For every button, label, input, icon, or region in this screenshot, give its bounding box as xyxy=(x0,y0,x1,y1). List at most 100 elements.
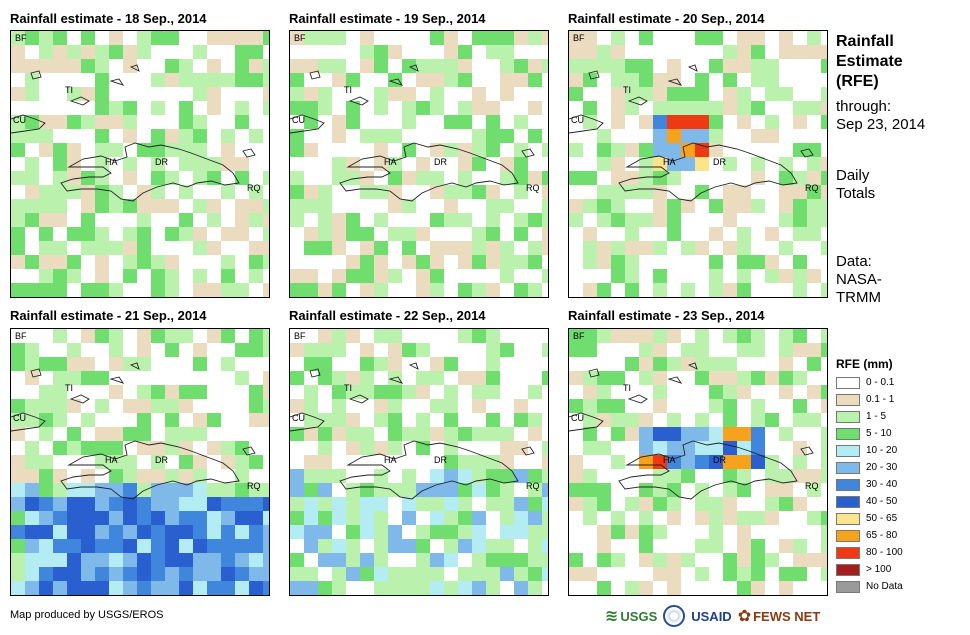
through-date: Sep 23, 2014 xyxy=(836,116,926,133)
legend-swatch xyxy=(836,445,860,457)
usaid-logo: USAID xyxy=(691,609,731,624)
legend-label: 1 - 5 xyxy=(866,411,887,422)
map-panel-23sep: BF TI CU HA DR RQ xyxy=(568,328,828,596)
map-label-cu: CU xyxy=(292,413,305,423)
legend-label: 10 - 20 xyxy=(866,445,898,456)
panel-title-22sep: Rainfall estimate - 22 Sep., 2014 xyxy=(289,308,486,323)
logos: ≋ USGS USAID ✿ FEWS NET xyxy=(605,602,820,630)
legend-label: 50 - 65 xyxy=(866,513,898,524)
map-label-bf: BF xyxy=(573,33,585,43)
map-label-dr: DR xyxy=(713,157,726,167)
map-panel-18sep: BF TI CU HA DR RQ xyxy=(10,30,270,298)
map-label-ti: TI xyxy=(65,85,73,95)
legend-label: 0.1 - 1 xyxy=(866,394,895,405)
map-label-bf: BF xyxy=(15,331,27,341)
daily-label: Daily xyxy=(836,167,870,184)
data-label: Data: xyxy=(836,253,872,270)
legend-swatch xyxy=(836,564,860,576)
map-label-rq: RQ xyxy=(247,481,261,491)
legend-label: 30 - 40 xyxy=(866,479,898,490)
map-label-ti: TI xyxy=(623,383,631,393)
rainfall-map xyxy=(290,329,548,595)
usgs-logo: ≋ USGS xyxy=(605,606,657,626)
map-label-dr: DR xyxy=(155,157,168,167)
rainfall-map xyxy=(11,329,269,595)
rainfall-map xyxy=(569,31,827,297)
legend-swatch xyxy=(836,530,860,542)
map-label-dr: DR xyxy=(713,455,726,465)
map-label-bf: BF xyxy=(294,331,306,341)
side-title: Rainfall Estimate (RFE) xyxy=(836,32,903,92)
legend-swatch xyxy=(836,411,860,423)
legend-swatch xyxy=(836,581,860,593)
legend-label: 20 - 30 xyxy=(866,462,898,473)
panel-title-23sep: Rainfall estimate - 23 Sep., 2014 xyxy=(568,308,765,323)
legend-swatch xyxy=(836,462,860,474)
usgs-icon: ≋ xyxy=(605,608,619,625)
map-label-cu: CU xyxy=(571,413,584,423)
fewsnet-logo: ✿ FEWS NET xyxy=(738,606,821,626)
map-label-ha: HA xyxy=(663,157,676,167)
fewsnet-text: FEWS NET xyxy=(753,608,821,624)
totals-label: Totals xyxy=(836,185,876,202)
map-panel-19sep: BF TI CU HA DR RQ xyxy=(289,30,549,298)
map-label-cu: CU xyxy=(13,413,26,423)
map-label-ti: TI xyxy=(344,85,352,95)
legend-swatch xyxy=(836,377,860,389)
map-label-ha: HA xyxy=(663,455,676,465)
map-label-ha: HA xyxy=(384,157,397,167)
map-label-bf: BF xyxy=(573,331,585,341)
map-label-dr: DR xyxy=(155,455,168,465)
map-label-bf: BF xyxy=(15,33,27,43)
legend-label: No Data xyxy=(866,581,903,592)
map-label-ha: HA xyxy=(384,455,397,465)
side-title-line3: (RFE) xyxy=(836,73,879,90)
map-panel-21sep: BF TI CU HA DR RQ xyxy=(10,328,270,596)
map-label-ti: TI xyxy=(344,383,352,393)
rainfall-map xyxy=(11,31,269,297)
panel-title-19sep: Rainfall estimate - 19 Sep., 2014 xyxy=(289,11,486,26)
data-source-1: NASA- xyxy=(836,271,882,288)
map-label-rq: RQ xyxy=(805,481,819,491)
map-label-ti: TI xyxy=(623,85,631,95)
panel-title-21sep: Rainfall estimate - 21 Sep., 2014 xyxy=(10,308,207,323)
rainfall-map xyxy=(290,31,548,297)
usaid-seal-icon xyxy=(663,605,686,627)
legend-label: 5 - 10 xyxy=(866,428,892,439)
map-label-bf: BF xyxy=(294,33,306,43)
legend-label: 40 - 50 xyxy=(866,496,898,507)
legend-swatch xyxy=(836,394,860,406)
legend-label: 0 - 0.1 xyxy=(866,377,895,388)
legend-swatch xyxy=(836,513,860,525)
legend-swatch xyxy=(836,479,860,491)
legend-label: 65 - 80 xyxy=(866,530,898,541)
map-panel-22sep: BF TI CU HA DR RQ xyxy=(289,328,549,596)
usaid-text: USAID xyxy=(691,608,732,624)
through-label: through: xyxy=(836,98,892,115)
map-label-ha: HA xyxy=(105,455,118,465)
rainfall-map xyxy=(569,329,827,595)
map-label-rq: RQ xyxy=(526,481,540,491)
usgs-text: USGS xyxy=(620,608,658,624)
map-label-cu: CU xyxy=(13,115,26,125)
panel-title-20sep: Rainfall estimate - 20 Sep., 2014 xyxy=(568,11,765,26)
data-source-2: TRMM xyxy=(836,289,881,306)
map-label-cu: CU xyxy=(571,115,584,125)
map-label-ha: HA xyxy=(105,157,118,167)
map-label-rq: RQ xyxy=(247,183,261,193)
legend-swatch xyxy=(836,496,860,508)
side-title-line2: Estimate xyxy=(836,53,903,70)
map-label-rq: RQ xyxy=(526,183,540,193)
map-credit: Map produced by USGS/EROS xyxy=(10,609,164,621)
side-title-line1: Rainfall xyxy=(836,33,894,50)
map-label-rq: RQ xyxy=(805,183,819,193)
fewsnet-icon: ✿ xyxy=(737,608,752,625)
map-label-ti: TI xyxy=(65,383,73,393)
legend-label: > 100 xyxy=(866,564,892,575)
map-label-dr: DR xyxy=(434,157,447,167)
legend-label: 80 - 100 xyxy=(866,547,903,558)
legend-swatch xyxy=(836,428,860,440)
legend-swatch xyxy=(836,547,860,559)
panel-title-18sep: Rainfall estimate - 18 Sep., 2014 xyxy=(10,11,207,26)
map-panel-20sep: BF TI CU HA DR RQ xyxy=(568,30,828,298)
